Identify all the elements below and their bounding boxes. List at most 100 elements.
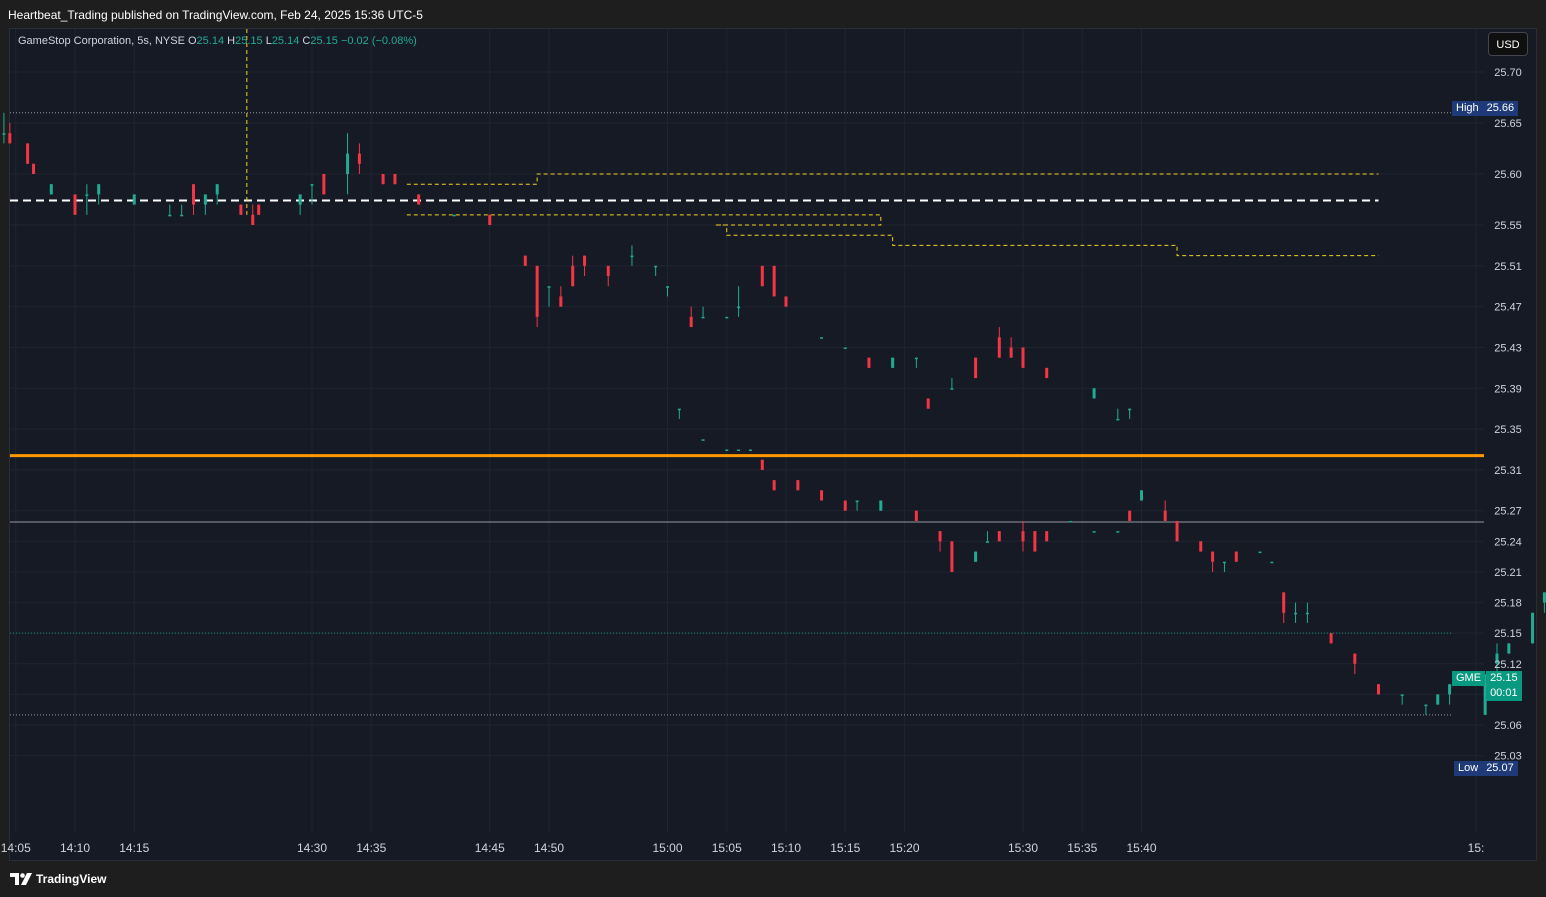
price-tick-label: 25.21 bbox=[1494, 567, 1522, 579]
candle-body bbox=[132, 194, 136, 205]
candle-body bbox=[49, 184, 53, 195]
candle-body bbox=[1222, 561, 1226, 564]
time-tick-label: 15:10 bbox=[771, 841, 801, 855]
candle-body bbox=[760, 459, 764, 470]
candle-body bbox=[1116, 531, 1120, 533]
tradingview-logo-icon bbox=[10, 873, 32, 885]
candle-body bbox=[393, 174, 397, 185]
time-tick-label: 15: bbox=[1468, 841, 1485, 855]
candle-body bbox=[381, 174, 385, 185]
candle-body bbox=[523, 255, 527, 266]
candle-body bbox=[1436, 694, 1440, 705]
time-tick-label: 14:45 bbox=[475, 841, 505, 855]
candle-body bbox=[1377, 684, 1380, 695]
candle-body bbox=[737, 449, 741, 452]
candle-body bbox=[298, 194, 302, 205]
low-label: L bbox=[265, 35, 272, 47]
time-tick-label: 14:10 bbox=[60, 841, 90, 855]
lower-band-line bbox=[406, 214, 1379, 257]
candle-body bbox=[606, 265, 610, 277]
time-tick-label: 15:00 bbox=[652, 841, 682, 855]
time-tick-label: 15:40 bbox=[1126, 841, 1156, 855]
candle-body bbox=[1128, 408, 1132, 411]
time-tick-label: 14:15 bbox=[119, 841, 149, 855]
high-marker-value: 25.66 bbox=[1482, 101, 1519, 116]
candle-body bbox=[559, 296, 563, 307]
upper-band-line bbox=[406, 173, 1379, 185]
candle-body bbox=[8, 133, 12, 144]
time-tick-label: 15:05 bbox=[712, 841, 742, 855]
price-tick-label: 25.43 bbox=[1494, 342, 1522, 354]
candle-body bbox=[1175, 520, 1179, 542]
price-tick-label: 25.55 bbox=[1494, 220, 1522, 232]
candle-body bbox=[914, 357, 918, 360]
candle-body bbox=[985, 541, 989, 543]
candle-body bbox=[701, 316, 705, 319]
open-label: O bbox=[187, 35, 197, 47]
candle-body bbox=[1495, 653, 1499, 664]
candle-body bbox=[1542, 592, 1546, 603]
candle-body bbox=[2, 133, 6, 135]
candle-body bbox=[914, 510, 918, 521]
candle-body bbox=[701, 439, 705, 441]
price-tick-label: 25.35 bbox=[1494, 424, 1522, 436]
candle-body bbox=[1092, 531, 1096, 533]
candle-body bbox=[257, 204, 261, 215]
currency-button[interactable]: USD bbox=[1488, 32, 1528, 56]
candle-body bbox=[891, 357, 895, 368]
candle-body bbox=[346, 153, 350, 174]
candle-body bbox=[1258, 551, 1262, 554]
candle-body bbox=[974, 357, 978, 379]
candle-body bbox=[547, 286, 551, 288]
candle-body bbox=[1009, 347, 1013, 358]
candle-body bbox=[1211, 551, 1215, 562]
candle-body bbox=[97, 184, 101, 195]
candle-body bbox=[997, 531, 1001, 542]
candle-body bbox=[630, 255, 634, 258]
symbol-name: GameStop Corporation, 5s, NYSE bbox=[18, 35, 185, 47]
price-tick-label: 25.15 bbox=[1494, 628, 1522, 640]
candle-body bbox=[322, 174, 326, 195]
candle-body bbox=[950, 388, 954, 390]
candle-body bbox=[1116, 418, 1120, 421]
time-tick-label: 15:30 bbox=[1008, 841, 1038, 855]
chart-frame[interactable] bbox=[9, 28, 1537, 861]
price-tick-label: 25.24 bbox=[1494, 536, 1522, 548]
candle-body bbox=[535, 265, 539, 317]
time-axis-labels: 14:05 14:10 14:15 14:30 14:35 14:45 14:50 15:00… bbox=[1, 841, 1485, 855]
publication-line: Heartbeat_Trading published on TradingVi… bbox=[8, 8, 423, 22]
tradingview-logo[interactable]: TradingView bbox=[10, 872, 106, 886]
candle-body bbox=[357, 153, 361, 164]
candle-body bbox=[1092, 388, 1096, 399]
symbol-legend[interactable]: GameStop Corporation, 5s, NYSE O25.14 H2… bbox=[18, 35, 417, 47]
candle-body bbox=[488, 214, 492, 226]
high-marker: High 25.66 bbox=[1452, 101, 1519, 116]
candlestick-series bbox=[2, 112, 1546, 715]
candle-body bbox=[192, 184, 195, 205]
candle-body bbox=[1294, 612, 1298, 615]
price-tick-label: 25.65 bbox=[1494, 118, 1522, 130]
price-tick-label: 25.70 bbox=[1494, 67, 1522, 79]
change-value: −0.02 (−0.08%) bbox=[340, 35, 417, 47]
candle-body bbox=[1448, 684, 1452, 695]
candle-body bbox=[843, 347, 847, 349]
candle-body bbox=[737, 306, 741, 309]
candle-body bbox=[950, 541, 954, 572]
candle-body bbox=[32, 163, 36, 174]
candle-body bbox=[1270, 561, 1274, 564]
candle-body bbox=[215, 184, 219, 195]
price-tick-label: 25.47 bbox=[1494, 302, 1522, 314]
candle-body bbox=[1128, 510, 1132, 521]
candle-body bbox=[938, 531, 942, 542]
candle-body bbox=[748, 449, 752, 452]
candle-body bbox=[1531, 612, 1535, 644]
time-tick-label: 14:30 bbox=[297, 841, 327, 855]
candle-body bbox=[1234, 551, 1238, 562]
candle-body bbox=[796, 480, 800, 491]
candle-body bbox=[203, 194, 207, 205]
candle-body bbox=[73, 194, 77, 215]
candle-body bbox=[1021, 531, 1025, 542]
candle-body bbox=[239, 204, 243, 215]
horizontal-levels bbox=[10, 29, 1484, 716]
